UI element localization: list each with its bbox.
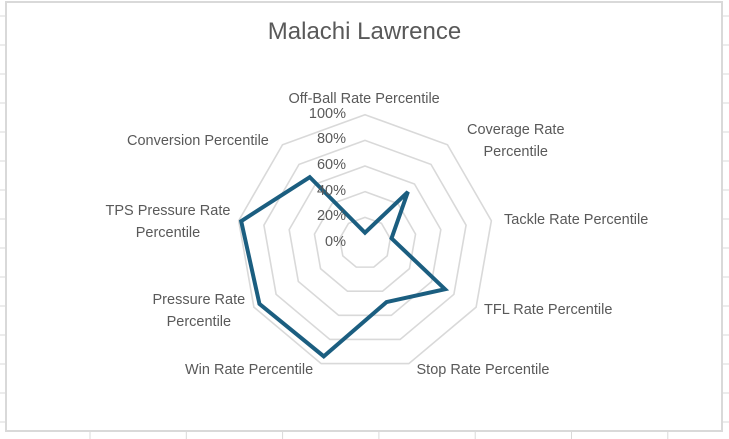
chart-area[interactable]	[5, 1, 723, 432]
axis-label: Tackle Rate Percentile	[504, 212, 649, 228]
radial-tick-label: 40%	[316, 182, 346, 199]
radial-tick-label: 80%	[316, 131, 346, 148]
axis-label: TFL Rate Percentile	[484, 302, 613, 318]
axis-label: Off-Ball Rate Percentile	[288, 91, 440, 107]
axis-label: Conversion Percentile	[127, 133, 269, 149]
radial-tick-label: 20%	[316, 208, 346, 225]
axis-label: TPS Pressure Rate Percentile	[105, 203, 231, 241]
axis-label: Pressure Rate Percentile	[152, 292, 246, 330]
axis-label: Coverage Rate Percentile	[467, 122, 565, 160]
axis-label: Win Rate Percentile	[185, 362, 314, 378]
grid-ring-40	[313, 190, 417, 293]
grid-ring-100	[237, 113, 493, 365]
radial-tick-label: 0%	[325, 234, 346, 250]
chart-title: Malachi Lawrence	[267, 18, 462, 45]
grid-ring-80	[263, 139, 467, 341]
grid-ring-60	[288, 165, 442, 317]
radial-tick-label: 60%	[316, 157, 346, 174]
series-line[interactable]	[238, 174, 450, 359]
axis-label: Stop Rate Percentile	[416, 362, 550, 378]
radial-tick-label: 100%	[308, 105, 346, 122]
grid-ring-20	[338, 216, 392, 268]
